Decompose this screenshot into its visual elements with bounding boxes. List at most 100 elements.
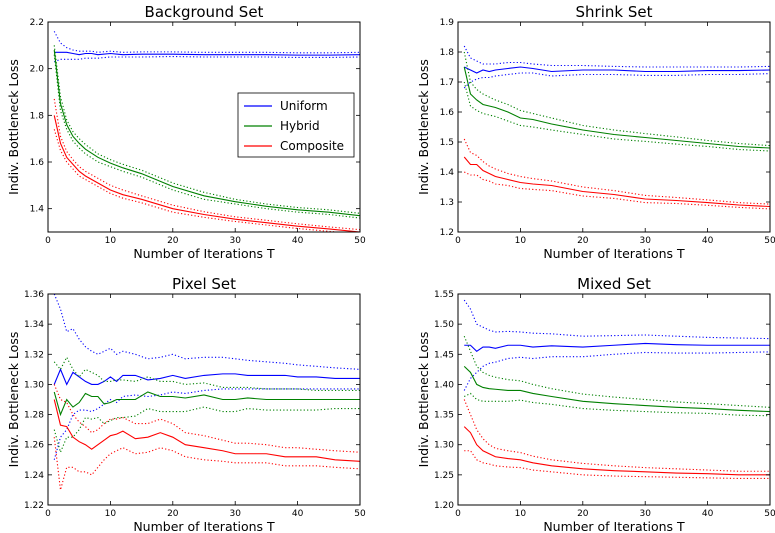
- y-axis-label: Indiv. Bottleneck Loss: [416, 332, 431, 468]
- hybrid-mean-line: [463, 365, 770, 413]
- uniform-lower-bound-line: [463, 72, 770, 89]
- uniform-mean-line: [54, 51, 360, 56]
- y-tick-label: 1.2: [440, 228, 454, 238]
- y-tick-label: 1.30: [434, 441, 454, 451]
- y-tick-label: 1.22: [24, 501, 44, 511]
- x-tick-label: 20: [577, 236, 589, 246]
- x-tick-label: 10: [515, 509, 527, 519]
- chart-title: Pixel Set: [172, 275, 236, 293]
- composite-upper-bound-line: [53, 384, 360, 453]
- uniform-upper-bound-line: [463, 299, 770, 340]
- y-tick-label: 1.24: [24, 471, 44, 481]
- y-tick-label: 1.45: [434, 350, 454, 360]
- series-group: [463, 299, 770, 480]
- composite-lower-bound-line: [53, 129, 342, 232]
- y-axis-label: Indiv. Bottleneck Loss: [6, 332, 21, 468]
- y-tick-label: 1.9: [440, 18, 455, 28]
- y-tick-label: 1.40: [434, 380, 454, 390]
- y-tick-label: 1.4: [30, 205, 45, 215]
- x-axis-label: Number of Iterations T: [133, 246, 275, 261]
- composite-mean-line: [53, 115, 360, 232]
- composite-upper-bound-line: [463, 399, 770, 472]
- y-tick-label: 2.0: [30, 65, 45, 75]
- x-tick-label: 50: [764, 236, 775, 246]
- axes-frame: [47, 293, 361, 506]
- hybrid-upper-bound-line: [463, 335, 770, 408]
- x-axis-label: Number of Iterations T: [133, 519, 275, 533]
- y-tick-label: 1.5: [440, 138, 454, 148]
- hybrid-mean-line: [53, 49, 360, 217]
- axes-frame: [457, 21, 771, 233]
- legend: Uniform Hybrid Composite: [237, 92, 355, 158]
- y-tick-label: 1.6: [30, 158, 45, 168]
- y-tick-label: 1.55: [434, 290, 454, 300]
- y-tick-label: 1.20: [434, 501, 454, 511]
- uniform-mean-line: [464, 66, 770, 74]
- legend-label-uniform: Uniform: [280, 99, 328, 113]
- x-tick-label: 30: [639, 236, 651, 246]
- chart-title: Background Set: [145, 3, 264, 21]
- series-group: [463, 45, 770, 210]
- y-tick-label: 1.3: [440, 198, 454, 208]
- x-axis-label: Number of Iterations T: [543, 519, 685, 533]
- x-tick-label: 50: [354, 509, 366, 519]
- x-tick-label: 40: [292, 509, 304, 519]
- uniform-lower-bound-line: [53, 388, 360, 460]
- x-tick-label: 20: [167, 509, 179, 519]
- x-tick-label: 0: [455, 509, 461, 519]
- chart-panel-4: 0 10 20 30 40 50 1.20 1.25 1.30 1.35 1.40 1.45 1.50 1…: [416, 275, 775, 533]
- y-tick-label: 1.28: [24, 411, 44, 421]
- legend-label-composite: Composite: [280, 139, 344, 153]
- series-group: [53, 31, 360, 232]
- composite-mean-line: [463, 426, 770, 476]
- y-tick-label: 1.36: [24, 290, 44, 300]
- composite-lower-bound-line: [464, 171, 770, 210]
- series-group: [53, 294, 360, 491]
- y-tick-label: 1.8: [30, 111, 45, 121]
- chart-panel-1: 0 10 20 30 40 50 1.4 1.6 1.8 2.0 2.2 Background Set…: [6, 3, 366, 261]
- x-tick-label: 40: [702, 236, 714, 246]
- y-tick-label: 1.7: [440, 78, 454, 88]
- x-tick-label: 50: [764, 509, 775, 519]
- x-tick-label: 10: [515, 236, 527, 246]
- y-tick-label: 2.2: [30, 18, 44, 28]
- uniform-lower-bound-line: [54, 55, 360, 63]
- composite-upper-bound-line: [463, 138, 770, 205]
- hybrid-mean-line: [53, 391, 360, 417]
- y-tick-label: 1.35: [434, 411, 454, 421]
- x-tick-label: 10: [105, 236, 117, 246]
- y-axis-label: Indiv. Bottleneck Loss: [6, 59, 21, 195]
- chart-panel-2: 0 10 20 30 40 50 1.2 1.3 1.4 1.5 1.6 1.7 1.8 1.9 Shrin…: [416, 3, 775, 261]
- x-tick-label: 20: [577, 509, 589, 519]
- uniform-lower-bound-line: [463, 351, 770, 391]
- x-tick-label: 10: [105, 509, 117, 519]
- legend-label-hybrid: Hybrid: [280, 119, 320, 133]
- hybrid-lower-bound-line: [463, 81, 770, 152]
- x-tick-label: 30: [229, 236, 241, 246]
- y-tick-label: 1.30: [24, 380, 44, 390]
- y-tick-label: 1.32: [24, 350, 44, 360]
- hybrid-mean-line: [463, 66, 770, 149]
- chart-title: Mixed Set: [577, 275, 651, 293]
- x-axis-label: Number of Iterations T: [543, 246, 685, 261]
- x-tick-label: 30: [229, 509, 241, 519]
- y-tick-label: 1.6: [440, 108, 455, 118]
- y-tick-label: 1.34: [24, 320, 44, 330]
- x-tick-label: 40: [702, 509, 714, 519]
- y-tick-label: 1.8: [440, 48, 455, 58]
- x-tick-label: 0: [45, 236, 51, 246]
- composite-lower-bound-line: [464, 450, 770, 480]
- y-axis-label: Indiv. Bottleneck Loss: [416, 59, 431, 195]
- x-tick-label: 0: [45, 509, 51, 519]
- chart-panel-3: 0 10 20 30 40 50 1.22 1.24 1.26 1.28 1.30 1.32 1.34 1…: [6, 275, 366, 533]
- axes-frame: [47, 21, 361, 233]
- hybrid-upper-bound-line: [53, 356, 360, 392]
- hybrid-lower-bound-line: [53, 406, 360, 454]
- axes-frame: [457, 293, 771, 506]
- composite-mean-line: [463, 156, 770, 208]
- y-tick-label: 1.4: [440, 168, 455, 178]
- hybrid-upper-bound-line: [463, 51, 770, 147]
- chart-title: Shrink Set: [576, 3, 653, 21]
- y-tick-label: 1.50: [434, 320, 454, 330]
